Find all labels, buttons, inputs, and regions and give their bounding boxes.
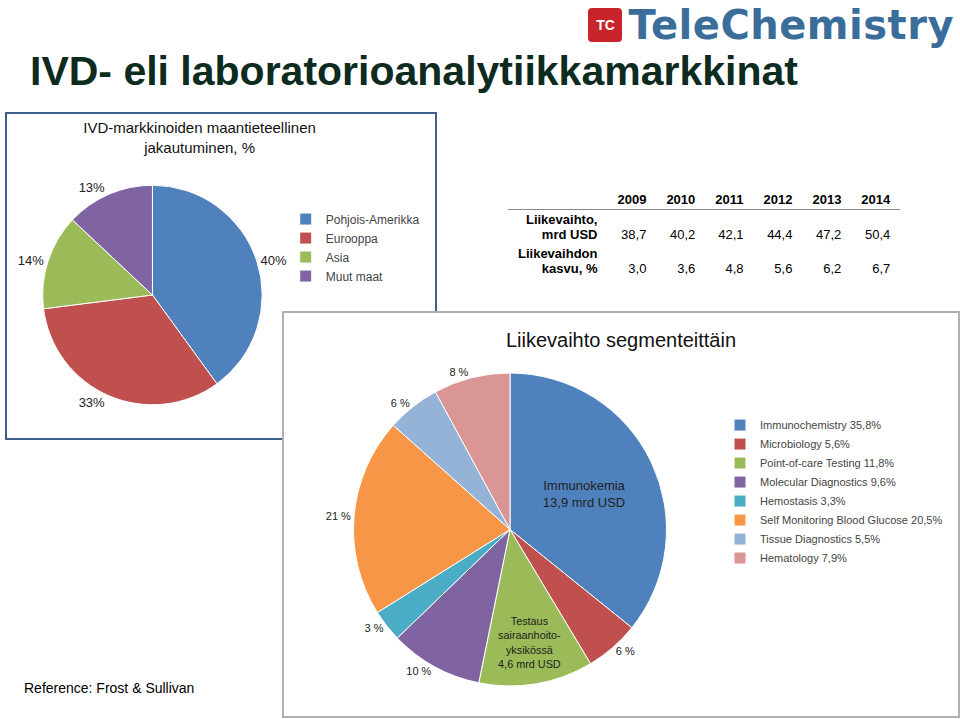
html-text:42,1: 42,1: [718, 227, 744, 242]
html-text:Liikevaihdon: Liikevaihdon: [518, 246, 598, 261]
html-text:kasvu, %: kasvu, %: [541, 261, 598, 276]
svg-text:Molecular Diagnostics 9,6%: Molecular Diagnostics 9,6%: [760, 476, 896, 488]
svg-text:8 %: 8 %: [449, 366, 468, 378]
svg-text:Hemostasis 3,3%: Hemostasis 3,3%: [760, 495, 846, 507]
html-text:2011: 2011: [715, 192, 744, 207]
svg-text:3 %: 3 %: [364, 622, 383, 634]
html-text:38,7: 38,7: [621, 227, 647, 242]
html-text:TeleChemistry: TeleChemistry: [628, 2, 954, 48]
svg-text:Immunochemistry 35,8%: Immunochemistry 35,8%: [760, 419, 881, 431]
svg-text:Hematology 7,9%: Hematology 7,9%: [760, 552, 847, 564]
svg-text:6 %: 6 %: [616, 645, 635, 657]
html-text:TC: TC: [596, 17, 615, 33]
svg-text:Liikevaihto segmenteittäin: Liikevaihto segmenteittäin: [506, 329, 736, 351]
html-text:2012: 2012: [763, 192, 793, 207]
svg-text:Testaussairaanhoito-yksikössä4: Testaussairaanhoito-yksikössä4,6 mrd USD: [498, 615, 561, 669]
svg-text:21 %: 21 %: [326, 510, 351, 522]
html-text:Reference: Frost & Sullivan: Reference: Frost & Sullivan: [24, 680, 195, 696]
svg-text:6 %: 6 %: [391, 397, 410, 409]
svg-text:Eurooppa: Eurooppa: [326, 232, 378, 246]
svg-text:13%: 13%: [79, 180, 105, 195]
html-text:IVD- eli laboratorioanalytiikk: IVD- eli laboratorioanalytiikkamarkkinat: [30, 48, 798, 94]
html-text:2009: 2009: [617, 192, 647, 207]
html-text:mrd USD: mrd USD: [541, 227, 598, 242]
svg-text:40%: 40%: [261, 253, 287, 268]
html-text:44,4: 44,4: [767, 227, 793, 242]
svg-text:33%: 33%: [79, 395, 105, 410]
html-text:2013: 2013: [812, 192, 842, 207]
html-text:6,7: 6,7: [872, 261, 891, 276]
html-text:2014: 2014: [861, 192, 891, 207]
html-text:47,2: 47,2: [816, 227, 842, 242]
html-text:3,0: 3,0: [628, 261, 647, 276]
html-text:6,2: 6,2: [823, 261, 842, 276]
svg-text:Pohjois-Amerikka: Pohjois-Amerikka: [326, 213, 420, 227]
html-text:4,8: 4,8: [725, 261, 744, 276]
svg-text:IVD-markkinoiden maantieteelli: IVD-markkinoiden maantieteellinenjakautu…: [83, 119, 316, 156]
svg-text:Asia: Asia: [326, 251, 350, 265]
html-text:5,6: 5,6: [774, 261, 793, 276]
svg-text:Microbiology 5,6%: Microbiology 5,6%: [760, 438, 850, 450]
html-text:3,6: 3,6: [677, 261, 696, 276]
svg-text:Muut maat: Muut maat: [326, 270, 383, 284]
svg-text:Self Monitoring Blood Glucose: Self Monitoring Blood Glucose 20,5%: [760, 514, 942, 526]
svg-text:Immunokemia13,9 mrd USD: Immunokemia13,9 mrd USD: [543, 478, 626, 510]
html-text:40,2: 40,2: [670, 227, 696, 242]
svg-text:14%: 14%: [18, 253, 44, 268]
svg-text:Point-of-care Testing 11,8%: Point-of-care Testing 11,8%: [760, 457, 894, 469]
svg-text:10 %: 10 %: [406, 665, 431, 677]
html-text:Liikevaihto,: Liikevaihto,: [525, 212, 598, 227]
html-text:50,4: 50,4: [865, 227, 891, 242]
svg-text:Tissue Diagnostics 5,5%: Tissue Diagnostics 5,5%: [760, 533, 880, 545]
html-text:2010: 2010: [666, 192, 696, 207]
